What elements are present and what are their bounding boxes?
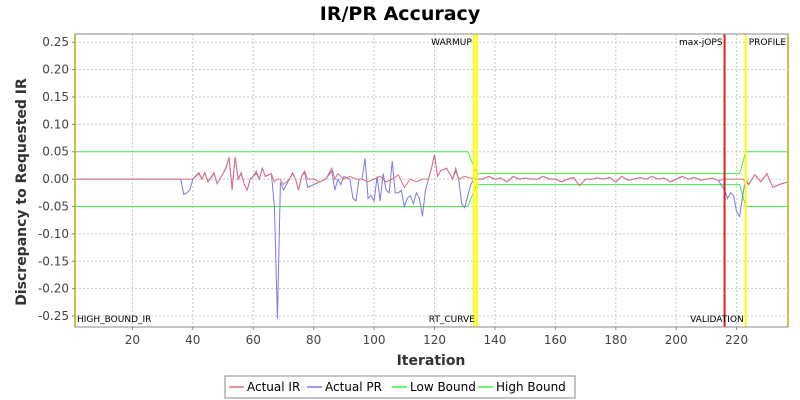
plot-area (75, 34, 788, 327)
x-tick-label: 180 (604, 333, 627, 347)
marker-label: max-jOPS (679, 38, 723, 48)
legend-item-label: High Bound (496, 380, 566, 394)
y-tick-label: -0.20 (38, 282, 69, 296)
legend-item-label: Actual IR (247, 380, 300, 394)
y-tick-label: -0.25 (38, 309, 69, 323)
x-tick-label: 200 (665, 333, 688, 347)
chart-title: IR/PR Accuracy (320, 3, 481, 25)
series-layer (75, 151, 789, 319)
x-tick-label: 100 (363, 333, 386, 347)
x-tick-label: 220 (725, 333, 748, 347)
x-tick-label: 140 (483, 333, 506, 347)
marker-label: WARMUP (431, 38, 472, 48)
legend-item-label: Actual PR (325, 380, 382, 394)
y-tick-label: 0.05 (42, 145, 69, 159)
marker-label: RT_CURVE (429, 315, 475, 325)
y-tick-label: -0.15 (38, 254, 69, 268)
x-tick-label: 60 (246, 333, 261, 347)
y-axis-ticks: -0.25 -0.20 -0.15 -0.10 -0.05 0.00 0.05 0.10 0.1… (38, 35, 75, 323)
y-axis-label: Discrepancy to Requested IR (14, 78, 30, 306)
marker-label: HIGH_BOUND_IR (77, 315, 151, 325)
x-tick-label: 40 (185, 333, 200, 347)
y-tick-label: 0.00 (42, 172, 69, 186)
y-tick-label: -0.05 (38, 200, 69, 214)
y-tick-label: 0.10 (42, 117, 69, 131)
series-line-high-bound (75, 151, 788, 175)
marker-label: PROFILE (749, 38, 787, 48)
series-line-actual-ir (75, 154, 789, 192)
y-tick-label: 0.25 (42, 35, 69, 49)
x-axis-ticks: 20 40 60 80 100 120 140 160 180 200 220 (125, 327, 748, 347)
x-axis-label: Iteration (397, 353, 466, 369)
plot-frame (74, 33, 789, 328)
legend: Actual IR Actual PR Low Bound High Bound (224, 375, 576, 399)
legend-item-label: Low Bound (410, 380, 476, 394)
y-tick-label: 0.20 (42, 63, 69, 77)
x-tick-label: 20 (125, 333, 140, 347)
x-tick-label: 80 (306, 333, 321, 347)
y-tick-label: 0.15 (42, 90, 69, 104)
series-line-low-bound (75, 184, 788, 208)
x-tick-label: 120 (423, 333, 446, 347)
marker-label: VALIDATION (690, 315, 744, 325)
y-tick-label: -0.10 (38, 227, 69, 241)
x-tick-label: 160 (544, 333, 567, 347)
